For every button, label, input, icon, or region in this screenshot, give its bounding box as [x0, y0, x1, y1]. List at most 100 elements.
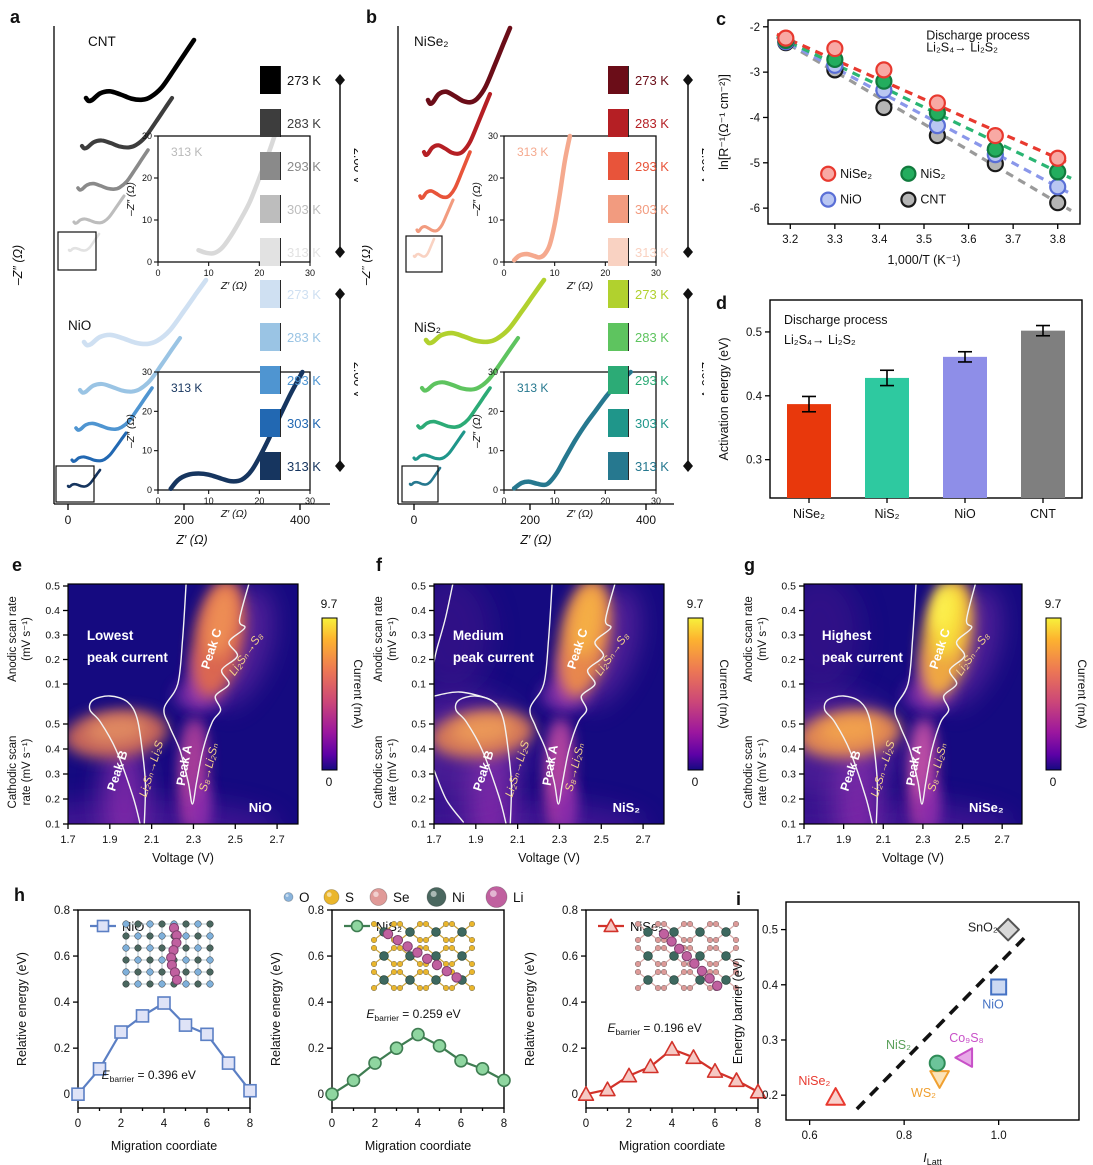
colorbar	[321, 617, 338, 771]
label: 1.9	[468, 834, 483, 846]
material-label: NiS₂	[414, 320, 441, 335]
label: 10	[204, 496, 214, 506]
label: 0.1	[45, 819, 60, 831]
panel-letter-g: g	[744, 555, 755, 575]
marker-circle	[497, 1073, 511, 1088]
mount-atoms: O S Se Ni Li	[283, 886, 524, 908]
label: 0.8	[308, 905, 324, 917]
label: rate (mV s⁻¹)	[757, 738, 769, 805]
panel-letter-b: b	[366, 7, 377, 27]
label: 0.3	[45, 769, 60, 781]
mount-h1: 0 2 4 6 8 0 0.2 0.4 0.6 0.8 Migration coordiate Rel…	[15, 905, 257, 1153]
note-label: Medium	[453, 628, 504, 643]
label: 0.8	[562, 905, 578, 917]
marker-square	[96, 919, 110, 933]
label: 20	[488, 406, 498, 416]
marker-circle	[325, 1087, 339, 1101]
legend-temp-label: 313 K	[287, 459, 321, 474]
panel-a-nyquist-chart: 0 200 400 Z′ (Ω) –Z″ (Ω) CNT 0 0 10 10 20 20 30 30 Z′ …	[8, 4, 365, 548]
label: 0	[501, 268, 506, 278]
label: 10	[488, 446, 498, 456]
label: 0.2	[762, 1090, 778, 1102]
x-axis-label: Migration coordiate	[365, 1139, 471, 1153]
material-label: NiS₂	[613, 800, 641, 815]
panel-e-heatmap: Lowest peak current Peak C Li₂Sₙ→S₈ Peak B Li…	[6, 548, 372, 870]
legend-temp-label: 293 K	[635, 159, 669, 174]
mount-d: 0.3 0.4 0.5 Activation energy (eV) Discharge…	[717, 299, 1083, 521]
label: 0.2	[562, 1043, 578, 1055]
y-axis-label: Energy barrier (eV)	[731, 958, 745, 1064]
y-axis-label: ln[R⁻¹(Ω⁻¹ cm⁻²)]	[717, 74, 731, 170]
label: 3.5	[916, 234, 932, 246]
inset-xlabel: Z′ (Ω)	[566, 508, 593, 520]
label: 2.5	[594, 834, 609, 846]
legend-swatch	[260, 66, 280, 94]
label: 10	[142, 215, 152, 225]
barrier-annotation: Ebarrier = 0.259 eV	[366, 1007, 460, 1023]
panel-i-scatter-chart: 0.6 0.8 1.0 0.2 0.3 0.4 0.5 Energy barrier (eV)…	[724, 880, 1093, 1165]
label: 1.7	[426, 834, 441, 846]
inset-box	[503, 135, 657, 263]
marker-square	[135, 1009, 150, 1023]
material-label: NiSe₂	[414, 34, 449, 49]
panel-f-heatmap: Medium peak current Peak C Li₂Sₙ→S₈ Peak B Li…	[372, 548, 740, 870]
label: 1.0	[991, 1130, 1007, 1142]
colorbar-max: 9.7	[687, 597, 704, 611]
label: 3.7	[1005, 234, 1021, 246]
marker-triangle-left	[954, 1047, 974, 1068]
label: 0	[155, 268, 160, 278]
legend-swatch	[260, 152, 280, 180]
note-label: Highest	[822, 628, 872, 643]
legend-swatch	[608, 152, 628, 180]
mount-h2: 0 2 4 6 8 0 0.2 0.4 0.6 0.8 Migration coordiate Rel…	[269, 905, 511, 1153]
label: 0	[583, 1118, 589, 1130]
label: 0.4	[54, 997, 71, 1009]
annotation: Discharge process	[926, 28, 1030, 42]
label: 0.4	[308, 997, 325, 1009]
legend-swatch	[608, 66, 628, 94]
voltage-label: 2.00 V	[351, 148, 358, 185]
label: 30	[488, 367, 498, 377]
colorbar-max: 9.7	[321, 597, 338, 611]
legend-label: NiS₂	[920, 167, 945, 181]
diamond-icon	[335, 246, 345, 258]
inset-xlabel: Z′ (Ω)	[566, 280, 593, 292]
marker-triangle-up	[825, 1087, 846, 1106]
inset-box	[157, 371, 311, 491]
label: 0.6	[562, 951, 578, 963]
note-label: peak current	[822, 650, 904, 665]
label: 0	[147, 485, 152, 495]
marker-circle	[389, 1041, 404, 1055]
label: 0.6	[308, 951, 324, 963]
marker-circle	[875, 98, 893, 117]
panel-letter-e: e	[12, 555, 23, 575]
y-axis-label: Relative energy (eV)	[269, 952, 283, 1066]
legend-swatch	[608, 238, 628, 266]
label: 20	[142, 406, 152, 416]
marker-triangle-up	[599, 1081, 616, 1097]
barrier-annotation: Ebarrier = 0.396 eV	[102, 1068, 196, 1084]
label: 30	[651, 496, 661, 506]
inset-ylabel: –Z″ (Ω)	[471, 182, 483, 217]
legend-swatch	[608, 195, 628, 223]
material-label: NiO	[249, 800, 272, 815]
material-label: NiO	[68, 318, 91, 333]
legend-label: NiSe₂	[840, 167, 872, 181]
marker-square	[114, 1025, 128, 1039]
label: 8	[247, 1118, 253, 1130]
panel-h-migration-nis2: 0 2 4 6 8 0 0.2 0.4 0.6 0.8 Migration coordiate Rel…	[262, 880, 514, 1165]
label: 0.3	[762, 1035, 778, 1047]
label: 20	[600, 268, 610, 278]
marker-square	[243, 1083, 257, 1098]
label: 0.6	[802, 1130, 818, 1142]
voltage-label: 2.00 V	[699, 362, 704, 399]
y-axis-label: Activation energy (eV)	[717, 338, 731, 461]
label: 0.4	[45, 605, 60, 617]
label: 0	[155, 496, 160, 506]
mount-c: 3.2 3.3 3.4 3.5 3.6 3.7 3.8 -2 -3 -4 -5 -6 1,000/T (…	[717, 19, 1081, 267]
label: 0.2	[45, 794, 60, 806]
bar-NiS₂	[865, 377, 909, 498]
point-label: NiO	[982, 998, 1004, 1012]
